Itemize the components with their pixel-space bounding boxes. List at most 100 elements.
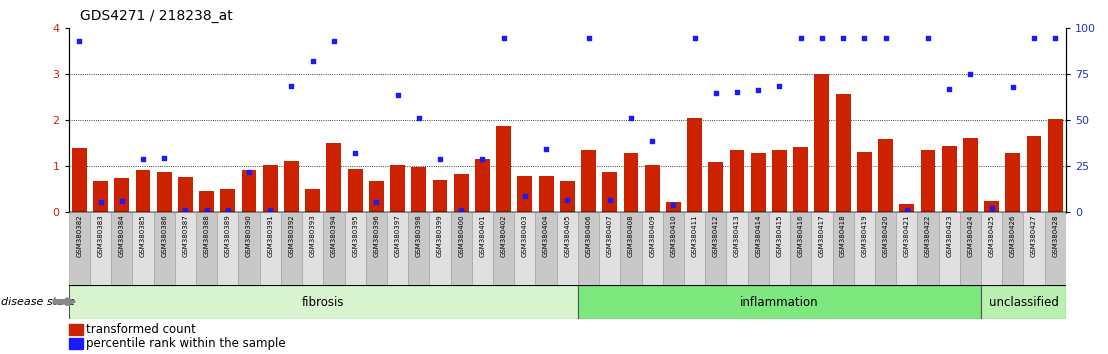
Text: GSM380421: GSM380421 (904, 215, 910, 257)
Text: GSM380385: GSM380385 (140, 215, 146, 257)
Point (219, 207, 237, 213)
Bar (430, 212, 451, 285)
Bar (748, 212, 769, 285)
Point (813, 35, 831, 40)
Bar (259, 212, 280, 285)
Point (537, 146, 555, 152)
Bar (769, 212, 790, 285)
Text: GSM380404: GSM380404 (543, 215, 550, 257)
Bar (556, 212, 578, 285)
Bar (560, 181, 575, 212)
Bar (454, 174, 469, 212)
Text: GSM380393: GSM380393 (310, 215, 316, 257)
Point (770, 83, 788, 89)
Bar (599, 212, 620, 285)
Text: percentile rank within the sample: percentile rank within the sample (86, 337, 286, 350)
Point (579, 35, 597, 40)
Point (113, 198, 131, 204)
Bar (900, 204, 914, 212)
Bar (1024, 212, 1045, 285)
Bar (156, 172, 172, 212)
Bar (517, 176, 532, 212)
Bar (832, 212, 854, 285)
Bar (90, 212, 111, 285)
Text: GSM380405: GSM380405 (564, 215, 571, 257)
Bar (238, 212, 259, 285)
Bar (772, 150, 787, 212)
Text: GSM380420: GSM380420 (883, 215, 889, 257)
Point (431, 157, 449, 162)
Bar (793, 147, 808, 212)
Bar (879, 139, 893, 212)
Point (876, 36, 894, 41)
Point (983, 205, 1001, 211)
Bar (369, 181, 383, 212)
Text: GSM380427: GSM380427 (1032, 215, 1037, 257)
Bar (472, 212, 493, 285)
Bar (408, 212, 430, 285)
Text: GSM380411: GSM380411 (691, 215, 698, 257)
Point (389, 92, 407, 98)
Point (834, 35, 852, 40)
Bar (217, 212, 238, 285)
Point (134, 157, 152, 162)
Point (325, 38, 342, 44)
Bar (960, 212, 981, 285)
Bar (366, 212, 387, 285)
Bar (578, 212, 599, 285)
Point (962, 72, 979, 77)
Bar (917, 212, 938, 285)
Point (452, 207, 470, 213)
Bar (663, 212, 684, 285)
Point (686, 36, 704, 41)
Point (558, 197, 576, 202)
Text: GSM380423: GSM380423 (946, 215, 952, 257)
Point (644, 138, 661, 144)
Bar (624, 153, 638, 212)
Bar (327, 143, 341, 212)
Text: GSM380390: GSM380390 (246, 215, 252, 257)
Bar (708, 162, 724, 212)
Bar (984, 201, 999, 212)
Text: GSM380409: GSM380409 (649, 215, 655, 257)
Bar (835, 94, 851, 212)
Point (665, 202, 683, 208)
Point (261, 207, 279, 213)
Text: GSM380399: GSM380399 (437, 215, 443, 257)
Text: inflammation: inflammation (740, 296, 819, 309)
Point (347, 151, 365, 156)
Text: GSM380406: GSM380406 (585, 215, 592, 257)
Text: GSM380412: GSM380412 (712, 215, 719, 257)
Text: GSM380401: GSM380401 (480, 215, 485, 257)
Point (1025, 35, 1043, 40)
Bar (178, 177, 193, 212)
Bar (111, 212, 132, 285)
Bar (411, 167, 427, 212)
Text: GSM380392: GSM380392 (288, 215, 295, 257)
Bar (896, 212, 917, 285)
Point (792, 35, 810, 40)
Text: disease state: disease state (1, 297, 75, 307)
Text: transformed count: transformed count (86, 323, 196, 336)
Point (197, 207, 215, 213)
Bar (1045, 212, 1066, 285)
Text: GSM380400: GSM380400 (459, 215, 464, 257)
Point (1046, 35, 1064, 40)
Text: GSM380403: GSM380403 (522, 215, 527, 257)
Text: GSM380394: GSM380394 (331, 215, 337, 257)
Text: GSM380416: GSM380416 (798, 215, 803, 257)
Text: GSM380384: GSM380384 (119, 215, 125, 257)
Bar (263, 165, 278, 212)
Bar (578, 285, 981, 319)
Text: GSM380419: GSM380419 (861, 215, 868, 257)
Bar (921, 150, 935, 212)
Bar (72, 148, 86, 212)
Text: GSM380425: GSM380425 (988, 215, 995, 257)
Point (304, 59, 321, 64)
Bar (496, 126, 511, 212)
Point (92, 199, 110, 205)
Bar (642, 212, 663, 285)
Bar (981, 212, 1003, 285)
Bar (175, 212, 196, 285)
Text: GSM380387: GSM380387 (183, 215, 188, 257)
